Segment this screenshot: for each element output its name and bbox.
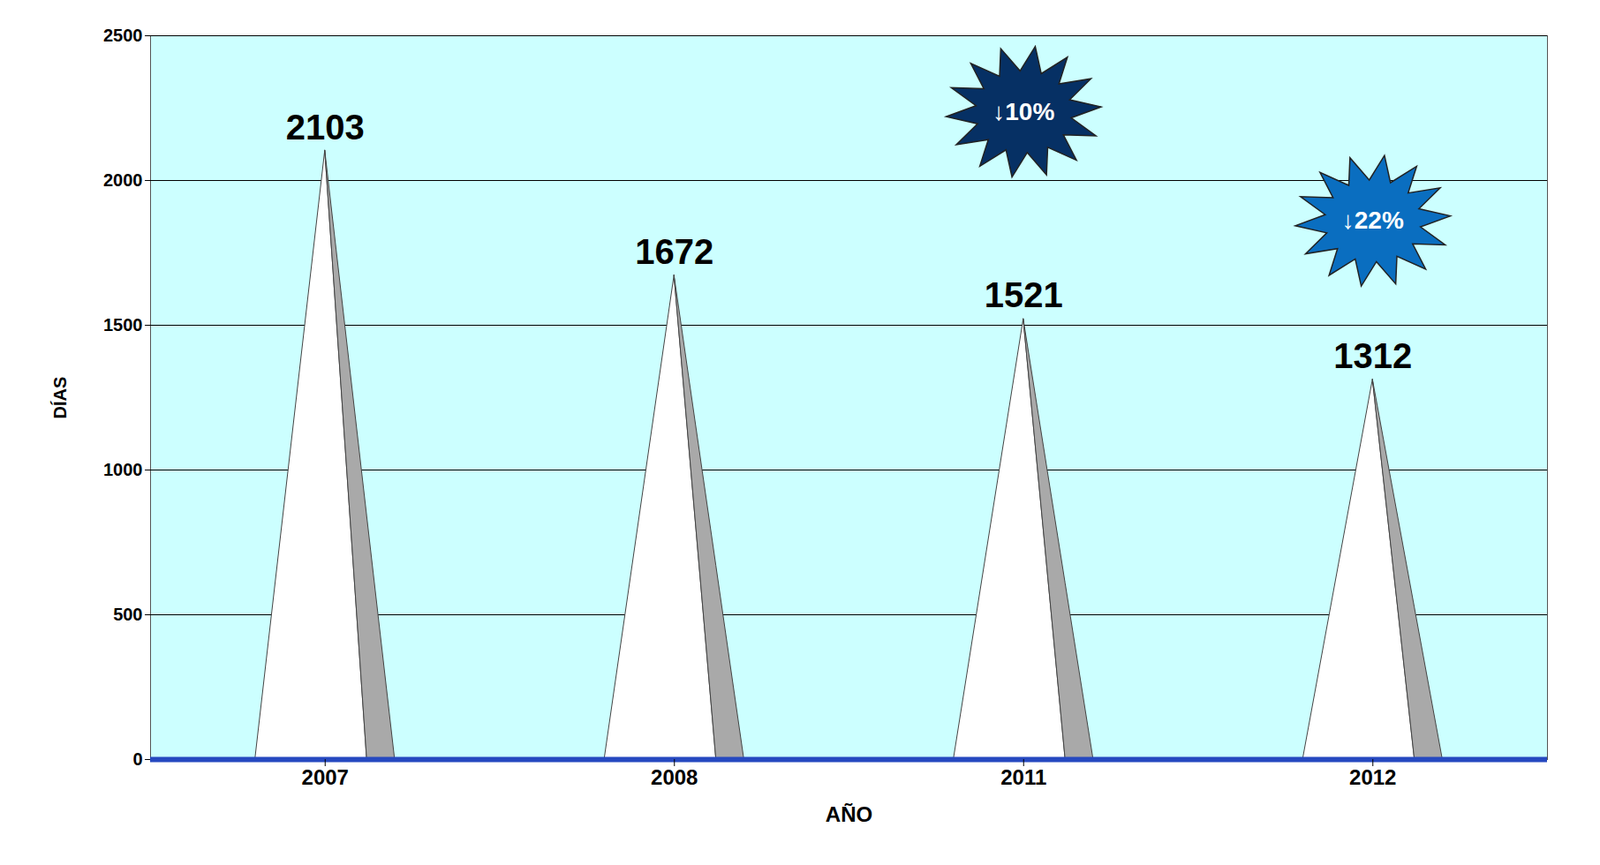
svg-text:1000: 1000 — [103, 460, 144, 480]
svg-text:0: 0 — [132, 749, 143, 770]
svg-text:2103: 2103 — [286, 107, 365, 147]
svg-text:2011: 2011 — [1000, 765, 1047, 790]
svg-text:2000: 2000 — [103, 170, 144, 190]
svg-text:2500: 2500 — [103, 25, 144, 46]
svg-text:2008: 2008 — [650, 765, 698, 790]
svg-text:↓22%: ↓22% — [1342, 206, 1404, 234]
svg-text:500: 500 — [113, 604, 143, 625]
svg-text:1312: 1312 — [1333, 336, 1412, 376]
svg-text:2012: 2012 — [1349, 765, 1397, 790]
svg-text:1500: 1500 — [103, 315, 144, 335]
svg-text:1672: 1672 — [634, 232, 714, 272]
svg-text:AÑO: AÑO — [825, 802, 873, 827]
svg-text:↓10%: ↓10% — [992, 98, 1055, 126]
svg-text:1521: 1521 — [984, 275, 1064, 315]
svg-text:2007: 2007 — [301, 765, 349, 790]
svg-text:DÍAS: DÍAS — [50, 377, 70, 420]
